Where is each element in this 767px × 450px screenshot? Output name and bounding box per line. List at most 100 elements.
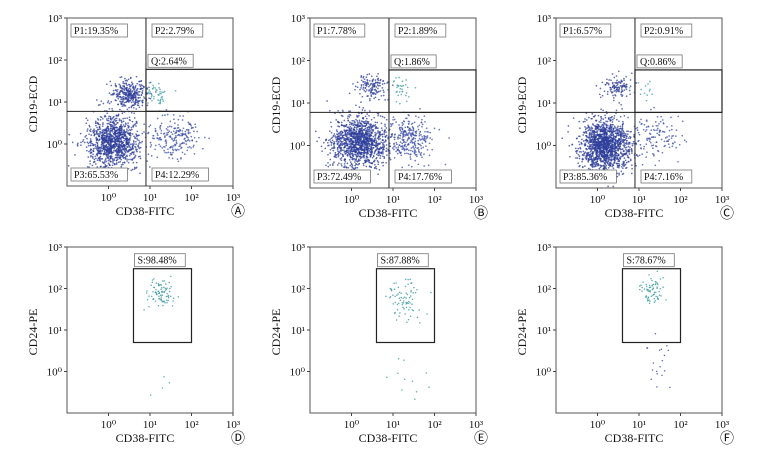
data-point bbox=[129, 89, 131, 92]
data-point bbox=[605, 159, 608, 161]
data-point bbox=[99, 165, 102, 168]
data-point bbox=[406, 139, 409, 142]
data-point bbox=[357, 136, 360, 138]
y-tick-label: 10¹ bbox=[291, 98, 305, 110]
data-point bbox=[87, 144, 90, 147]
data-point bbox=[623, 152, 626, 155]
data-point bbox=[122, 82, 125, 85]
data-point bbox=[364, 87, 367, 89]
data-point bbox=[362, 107, 365, 109]
data-point bbox=[104, 114, 106, 117]
plot-frame bbox=[66, 17, 234, 187]
data-point bbox=[105, 83, 108, 86]
data-point bbox=[622, 150, 625, 153]
data-point bbox=[98, 132, 100, 135]
data-point bbox=[635, 82, 638, 84]
data-point bbox=[343, 149, 345, 152]
data-point bbox=[360, 151, 363, 154]
data-point bbox=[108, 149, 111, 151]
data-point bbox=[611, 137, 613, 140]
data-point bbox=[116, 122, 119, 124]
data-point bbox=[402, 139, 404, 142]
gate-label: Q:1.86% bbox=[394, 57, 430, 68]
data-point bbox=[396, 86, 398, 89]
data-point bbox=[172, 145, 175, 147]
data-point bbox=[606, 161, 608, 164]
data-point bbox=[597, 123, 600, 126]
data-point bbox=[148, 97, 150, 100]
data-point bbox=[369, 151, 372, 154]
data-point bbox=[630, 149, 633, 152]
data-point bbox=[186, 149, 189, 152]
data-point bbox=[352, 150, 355, 153]
data-point bbox=[339, 139, 342, 142]
data-point bbox=[357, 121, 359, 124]
data-point bbox=[385, 161, 387, 164]
data-point bbox=[132, 148, 134, 150]
data-point bbox=[606, 141, 608, 144]
data-point bbox=[134, 101, 137, 104]
data-point bbox=[131, 83, 134, 86]
data-point bbox=[367, 149, 369, 151]
data-point bbox=[136, 137, 138, 140]
data-point bbox=[122, 120, 125, 123]
data-point bbox=[124, 158, 127, 160]
data-point bbox=[567, 131, 569, 133]
data-point bbox=[138, 106, 141, 109]
data-point bbox=[629, 93, 631, 96]
data-point bbox=[582, 140, 585, 142]
data-point bbox=[578, 165, 580, 168]
data-point bbox=[117, 95, 120, 98]
data-point bbox=[590, 155, 593, 157]
data-point bbox=[355, 133, 358, 136]
data-point bbox=[349, 140, 351, 143]
data-point bbox=[167, 126, 169, 128]
data-point bbox=[105, 155, 108, 157]
data-point bbox=[123, 145, 126, 147]
data-point bbox=[390, 124, 393, 126]
data-point bbox=[370, 166, 372, 169]
data-point bbox=[107, 137, 110, 140]
data-point bbox=[136, 82, 139, 85]
data-point bbox=[116, 130, 119, 132]
data-point bbox=[387, 88, 389, 91]
data-point bbox=[123, 139, 126, 142]
data-point bbox=[147, 131, 150, 134]
data-point bbox=[343, 139, 345, 141]
data-point bbox=[448, 137, 450, 139]
data-point bbox=[327, 165, 330, 168]
data-point bbox=[109, 160, 112, 163]
data-point bbox=[94, 147, 96, 150]
data-point bbox=[122, 103, 125, 106]
data-point bbox=[104, 158, 107, 161]
data-point bbox=[590, 148, 593, 151]
data-point bbox=[621, 153, 624, 156]
data-point bbox=[77, 142, 79, 145]
data-point bbox=[159, 145, 162, 148]
data-point bbox=[339, 143, 342, 145]
data-point bbox=[362, 164, 365, 167]
data-point bbox=[417, 125, 419, 128]
data-point bbox=[193, 130, 195, 133]
data-point bbox=[600, 130, 603, 132]
data-point bbox=[368, 110, 371, 112]
data-point bbox=[115, 99, 117, 102]
data-point bbox=[135, 108, 138, 110]
data-point bbox=[108, 158, 111, 161]
data-point bbox=[120, 150, 123, 153]
data-point bbox=[131, 146, 134, 149]
data-point bbox=[620, 91, 623, 94]
data-point bbox=[167, 131, 170, 134]
data-point bbox=[604, 128, 607, 131]
data-point bbox=[603, 123, 606, 125]
data-point bbox=[104, 160, 106, 162]
data-point bbox=[127, 78, 130, 81]
data-point bbox=[585, 154, 587, 157]
data-point bbox=[127, 94, 129, 97]
data-point bbox=[120, 102, 123, 105]
data-point bbox=[622, 122, 625, 125]
data-point bbox=[102, 152, 105, 155]
data-point bbox=[610, 152, 613, 155]
data-point bbox=[373, 85, 375, 88]
data-point bbox=[393, 145, 395, 148]
